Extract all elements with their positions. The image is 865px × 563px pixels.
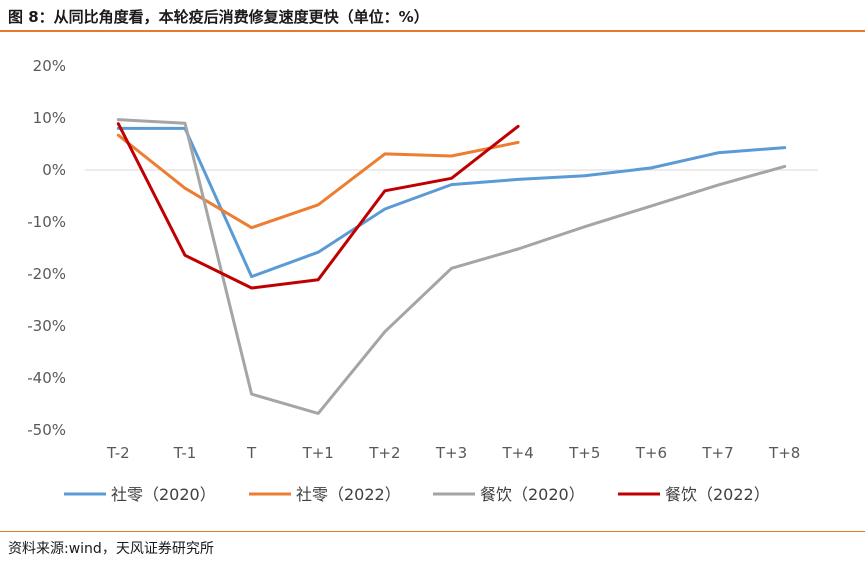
legend-label: 社零（2020） (111, 485, 216, 504)
y-axis-tick-labels: 20% 10% 0% -10% -20% -30% -40% -50% (27, 57, 66, 439)
y-tick-label: -20% (27, 265, 66, 283)
line-chart: 20%10%0%-10%-20%-30%-40%-50% T-2 T-1 T T+1 T… (27, 57, 818, 504)
x-tick-label: T+6 (635, 444, 667, 462)
x-tick-label: T+1 (302, 444, 334, 462)
series-line-3 (116, 118, 787, 415)
x-tick-label: T (246, 444, 257, 462)
legend-label: 社零（2022） (296, 485, 401, 504)
chart-title: 图 8：从同比角度看，本轮疫后消费修复速度更快（单位：%） (8, 8, 429, 26)
x-axis-tick-labels: T-2 T-1 T T+1 T+2 T+3 T+4 T+5 T+6 T+7 T+8 (106, 444, 800, 462)
legend: 社零（2020） 社零（2022） 餐饮（2020） 餐饮（2022） (64, 485, 770, 504)
x-tick-label: T+3 (435, 444, 467, 462)
y-tick-label: 20% (33, 57, 66, 75)
y-tick-label: -50% (27, 421, 66, 439)
series-lines (116, 118, 787, 415)
source-note: 资料来源:wind，天风证券研究所 (8, 541, 214, 557)
y-tick-label: 10% (33, 109, 66, 127)
x-tick-label: T-2 (106, 444, 130, 462)
footer-divider (0, 531, 865, 532)
y-tick-label: -30% (27, 317, 66, 335)
x-tick-label: T+7 (701, 444, 733, 462)
x-tick-label: T+8 (768, 444, 800, 462)
series-line-1 (116, 126, 787, 279)
x-tick-label: T+4 (501, 444, 533, 462)
x-tick-label: T-1 (173, 444, 197, 462)
y-tick-label: -40% (27, 369, 66, 387)
y-tick-label: 0% (42, 161, 66, 179)
title-divider (0, 30, 865, 32)
series-line-4 (116, 122, 520, 290)
x-tick-label: T+2 (368, 444, 400, 462)
series-line-2 (116, 133, 520, 230)
legend-label: 餐饮（2022） (665, 485, 770, 504)
legend-label: 餐饮（2020） (480, 485, 585, 504)
y-tick-label: -10% (27, 213, 66, 231)
x-tick-label: T+5 (568, 444, 600, 462)
